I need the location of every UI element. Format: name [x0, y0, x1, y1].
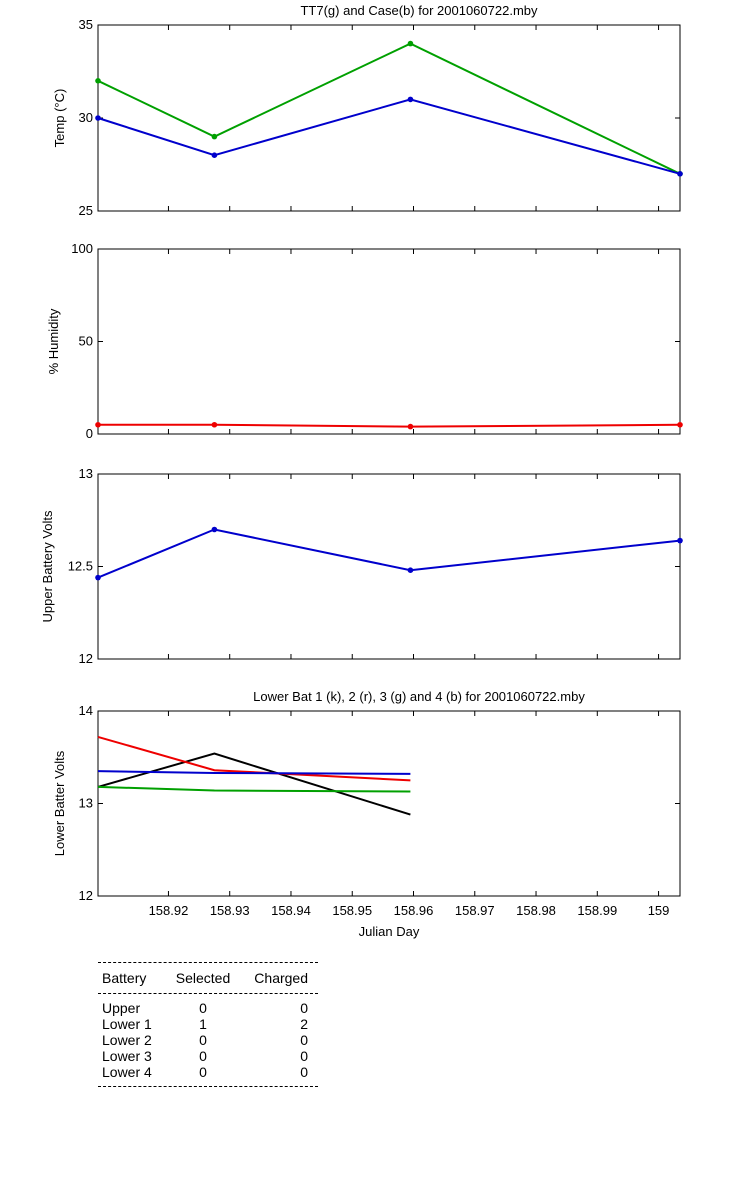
y-tick-label: 100	[71, 241, 93, 256]
x-tick-label: 158.94	[271, 903, 311, 918]
data-point	[95, 115, 101, 121]
selected-value: 0	[199, 1000, 207, 1016]
data-point	[211, 526, 218, 533]
x-tick-label: 158.92	[149, 903, 189, 918]
y-axis-label: Lower Batter Volts	[52, 750, 67, 856]
table-top-rule	[98, 962, 318, 963]
y-axis-label: Temp (°C)	[52, 89, 67, 148]
charged-value: 2	[300, 1016, 308, 1032]
table-row: Lower 2 0 0	[98, 1032, 318, 1048]
table-row: Lower 3 0 0	[98, 1048, 318, 1064]
x-tick-label: 158.99	[577, 903, 617, 918]
x-tick-label: 158.97	[455, 903, 495, 918]
data-point	[211, 421, 218, 428]
battery-name: Lower 1	[102, 1016, 152, 1032]
data-point	[407, 40, 414, 47]
y-tick-label: 13	[79, 796, 93, 811]
table-header-row: Battery Selected Charged	[98, 963, 318, 993]
y-tick-label: 30	[79, 110, 93, 125]
table-row: Lower 1 1 2	[98, 1016, 318, 1032]
selected-value: 0	[199, 1064, 207, 1080]
header-battery: Battery	[102, 970, 147, 986]
data-point	[407, 423, 414, 430]
data-point	[407, 96, 414, 103]
charged-value: 0	[300, 1048, 308, 1064]
series-line	[97, 735, 411, 782]
plot-frame	[97, 710, 681, 897]
x-tick-label: 158.98	[516, 903, 556, 918]
series-line	[97, 98, 681, 175]
series-line	[97, 528, 681, 579]
y-tick-label: 12.5	[68, 559, 93, 574]
y-tick-label: 12	[79, 888, 93, 903]
y-axis-label: Upper Battery Volts	[40, 510, 55, 622]
table-row: Lower 4 0 0	[98, 1064, 318, 1080]
series-line	[97, 770, 411, 775]
y-tick-label: 13	[79, 466, 93, 481]
x-axis-label: Julian Day	[359, 924, 420, 939]
data-point	[95, 421, 101, 428]
x-tick-label: 158.96	[394, 903, 434, 918]
battery-name: Lower 2	[102, 1032, 152, 1048]
data-point	[677, 421, 683, 428]
series-line	[97, 785, 411, 793]
header-selected: Selected	[175, 970, 231, 986]
battery-summary-table: Battery Selected Charged Upper 0 0 Lower…	[98, 962, 318, 1087]
selected-value: 0	[199, 1032, 207, 1048]
y-tick-label: 35	[79, 17, 93, 32]
data-point	[677, 171, 683, 177]
charged-value: 0	[300, 1064, 308, 1080]
data-point	[95, 574, 101, 581]
x-tick-label: 158.93	[210, 903, 250, 918]
y-tick-label: 25	[79, 203, 93, 218]
chart-title: TT7(g) and Case(b) for 2001060722.mby	[300, 3, 538, 18]
battery-name: Lower 4	[102, 1064, 152, 1080]
series-line	[98, 423, 681, 428]
data-point	[95, 78, 101, 84]
plot-frame	[97, 248, 681, 435]
y-tick-label: 50	[79, 334, 93, 349]
battery-name: Upper	[102, 1000, 141, 1016]
data-point	[677, 537, 683, 544]
y-tick-label: 12	[79, 651, 93, 666]
y-tick-label: 0	[86, 426, 93, 441]
x-tick-label: 159	[648, 903, 670, 918]
charged-value: 0	[300, 1000, 308, 1016]
table-header-rule	[98, 993, 318, 994]
selected-value: 0	[199, 1048, 207, 1064]
series-line	[97, 752, 411, 816]
charged-value: 0	[300, 1032, 308, 1048]
x-tick-label: 158.95	[332, 903, 372, 918]
y-axis-label: % Humidity	[46, 308, 61, 374]
data-point	[211, 133, 218, 140]
series-line	[97, 42, 681, 175]
data-point	[407, 567, 414, 573]
data-point	[211, 152, 218, 158]
battery-name: Lower 3	[102, 1048, 152, 1064]
chart-title: Lower Bat 1 (k), 2 (r), 3 (g) and 4 (b) …	[253, 689, 585, 704]
table-bottom-rule	[98, 1086, 318, 1087]
header-charged: Charged	[254, 970, 308, 986]
y-tick-label: 14	[79, 703, 93, 718]
selected-value: 1	[199, 1016, 207, 1032]
table-row: Upper 0 0	[98, 1000, 318, 1016]
